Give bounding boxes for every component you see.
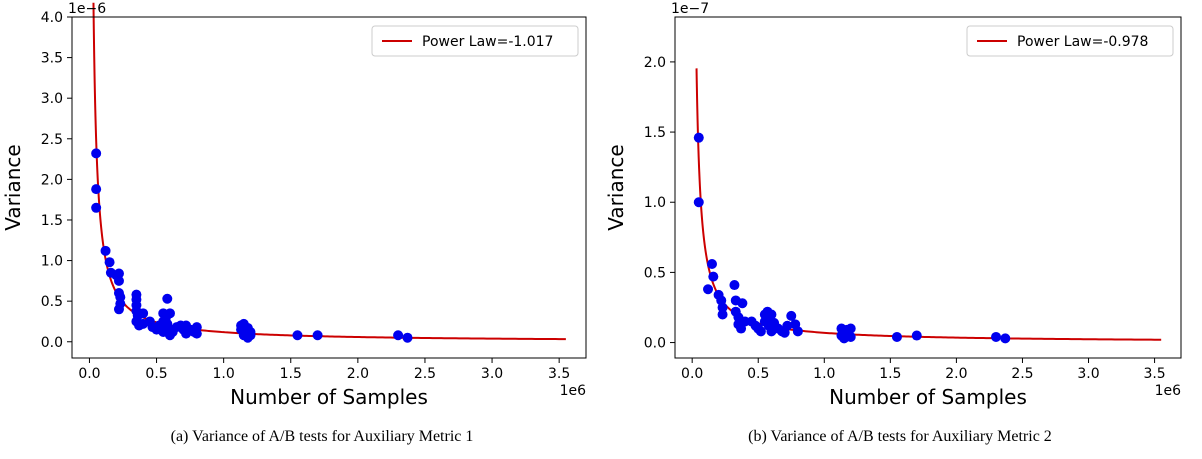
- axes-frame-a: [71, 16, 587, 359]
- y-tick-label-a-4: 2.0: [41, 172, 63, 188]
- y-tick-label-b-3: 1.5: [644, 125, 666, 141]
- data-point-a-7: [113, 268, 124, 279]
- y-axis-label-a: Variance: [1, 144, 25, 230]
- y-axis-label-b: Variance: [604, 144, 628, 230]
- y-tick-label-b-4: 2.0: [644, 55, 666, 71]
- x-tick-label-a-2: 1.0: [213, 366, 235, 382]
- data-point-b-8: [717, 309, 728, 320]
- x-tick-label-b-2: 1.0: [813, 366, 835, 382]
- y-multiplier-b: 1e−7: [671, 1, 709, 17]
- data-point-a-58: [393, 330, 404, 341]
- data-point-a-59: [402, 332, 413, 343]
- x-tick-label-b-4: 2.0: [945, 366, 967, 382]
- data-point-a-1: [91, 184, 102, 195]
- y-tick-label-b-1: 0.5: [644, 265, 666, 281]
- x-axis-label-b: Number of Samples: [829, 385, 1027, 409]
- x-tick-label-a-5: 2.5: [414, 366, 436, 382]
- y-multiplier-a: 1e−6: [68, 1, 106, 17]
- x-tick-label-a-3: 1.5: [280, 366, 302, 382]
- data-point-b-32: [782, 320, 793, 331]
- data-point-b-2: [703, 284, 714, 295]
- x-multiplier-a: 1e6: [560, 383, 587, 399]
- data-point-a-57: [312, 330, 323, 341]
- data-point-b-43: [845, 331, 856, 342]
- caption-b: (b) Variance of A/B tests for Auxiliary …: [748, 428, 1052, 445]
- data-point-a-3: [100, 245, 111, 256]
- data-point-b-44: [891, 331, 902, 342]
- data-point-b-15: [737, 298, 748, 309]
- x-multiplier-b: 1e6: [1155, 383, 1182, 399]
- x-tick-label-a-1: 0.5: [145, 366, 167, 382]
- y-tick-label-a-3: 1.5: [41, 213, 63, 229]
- data-point-a-21: [138, 308, 149, 319]
- y-tick-label-a-2: 1.0: [41, 254, 63, 270]
- x-tick-label-a-0: 0.0: [78, 366, 100, 382]
- y-tick-label-a-5: 2.5: [41, 132, 63, 148]
- data-point-a-4: [104, 257, 115, 268]
- x-tick-label-b-0: 0.0: [681, 366, 703, 382]
- x-tick-label-a-7: 3.5: [548, 366, 570, 382]
- data-point-a-33: [164, 308, 175, 319]
- data-point-b-26: [766, 309, 777, 320]
- y-tick-label-b-2: 1.0: [644, 195, 666, 211]
- data-point-a-2: [91, 202, 102, 213]
- data-point-b-42: [845, 323, 856, 334]
- data-point-b-1: [693, 197, 704, 208]
- y-tick-label-a-6: 3.0: [41, 91, 63, 107]
- x-tick-label-b-1: 0.5: [747, 366, 769, 382]
- data-point-b-46: [991, 331, 1002, 342]
- x-tick-label-a-4: 2.0: [347, 366, 369, 382]
- data-point-b-35: [792, 326, 803, 337]
- data-point-b-33: [786, 310, 797, 321]
- data-point-a-55: [245, 330, 256, 341]
- data-point-b-7: [717, 302, 728, 313]
- legend-box-a: [371, 25, 579, 57]
- x-tick-label-b-5: 2.5: [1011, 366, 1033, 382]
- caption-a: (a) Variance of A/B tests for Auxiliary …: [170, 428, 474, 445]
- x-tick-label-b-7: 3.5: [1143, 366, 1165, 382]
- data-point-b-45: [911, 330, 922, 341]
- y-tick-label-a-7: 3.5: [41, 51, 63, 67]
- data-point-a-32: [162, 293, 173, 304]
- data-point-b-4: [708, 271, 719, 282]
- data-point-b-20: [755, 326, 766, 337]
- x-tick-label-b-6: 3.0: [1077, 366, 1099, 382]
- data-point-b-47: [1000, 333, 1011, 344]
- x-tick-label-b-3: 1.5: [879, 366, 901, 382]
- axes-frame-b: [674, 16, 1182, 359]
- data-point-b-9: [729, 280, 740, 291]
- charts-figure: 0.0 0.5 1.0 1.5 2.0 2.5 3.0 3.5 0.0 0.5 1.0 1.5 2.0 2…: [1, 1, 1182, 409]
- data-point-a-12: [113, 304, 124, 315]
- data-point-b-0: [693, 132, 704, 143]
- data-point-a-56: [292, 330, 303, 341]
- fit-line-b: [695, 68, 1162, 341]
- legend-label-a: Power Law=-1.017: [422, 34, 553, 50]
- data-point-a-45: [191, 328, 202, 339]
- y-tick-label-b-0: 0.0: [644, 336, 666, 352]
- data-point-a-8: [113, 275, 124, 286]
- legend-box-b: [966, 25, 1174, 57]
- y-tick-label-a-0: 0.0: [41, 335, 63, 351]
- data-point-b-3: [706, 258, 717, 269]
- y-tick-label-a-8: 4.0: [41, 10, 63, 26]
- y-tick-label-a-1: 0.5: [41, 294, 63, 310]
- data-point-a-0: [91, 148, 102, 159]
- x-tick-label-a-6: 3.0: [481, 366, 503, 382]
- x-axis-label-a: Number of Samples: [230, 385, 428, 409]
- legend-label-b: Power Law=-0.978: [1017, 34, 1148, 50]
